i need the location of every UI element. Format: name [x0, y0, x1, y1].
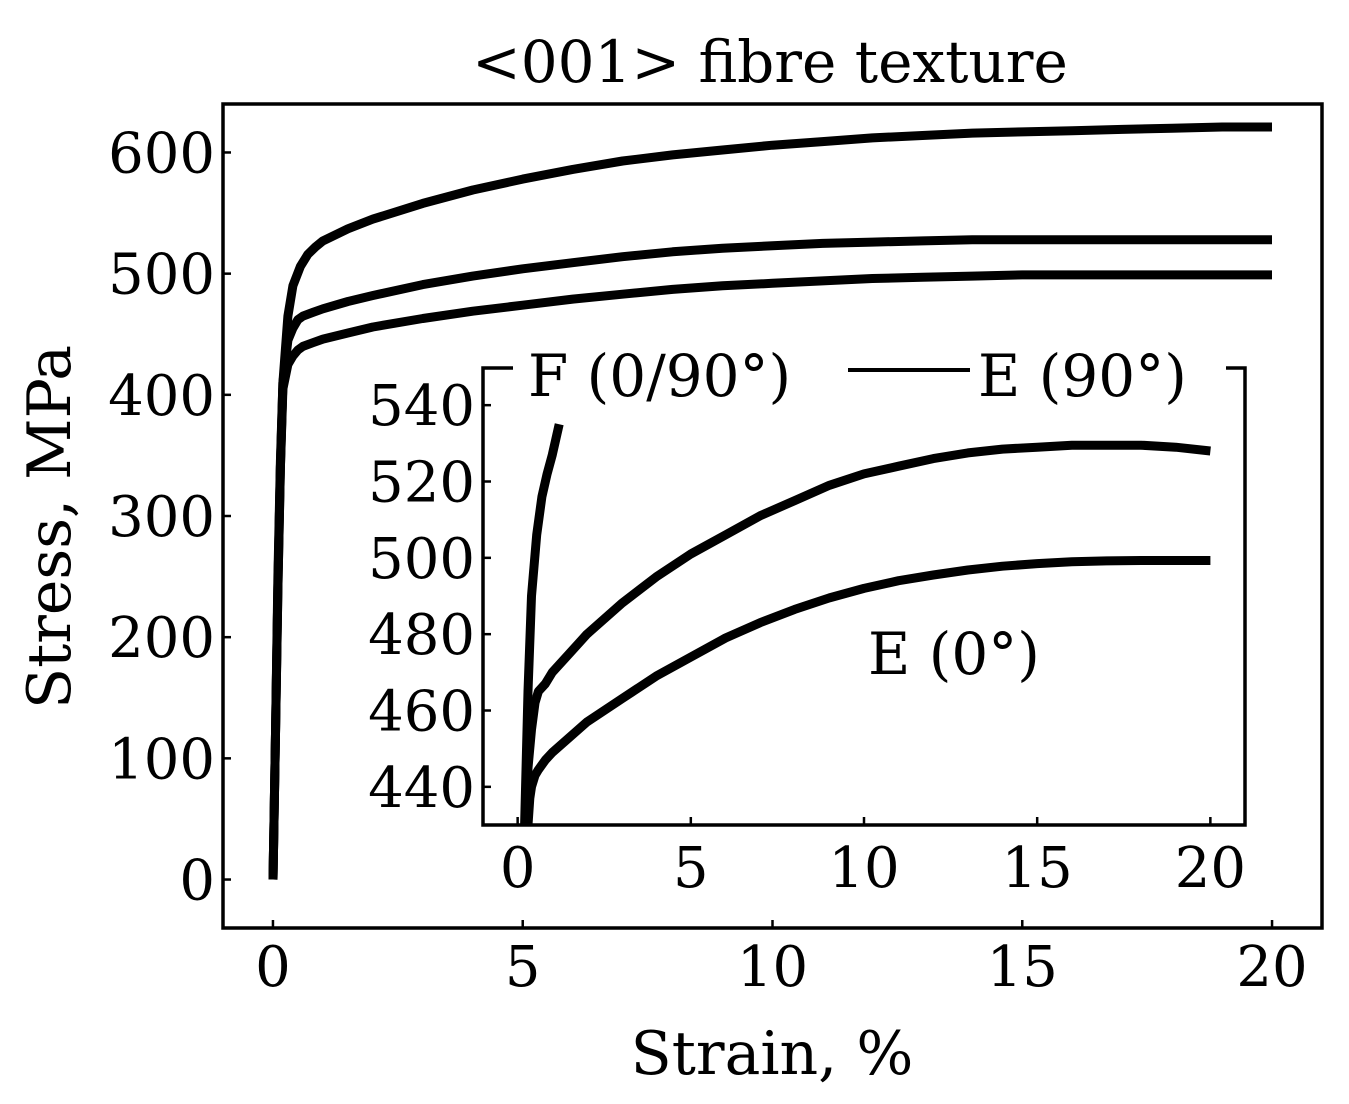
main-series-line-2: [268, 235, 1272, 880]
y-tick-label: 200: [108, 606, 215, 671]
x-axis-label: Strain, %: [631, 1019, 914, 1089]
inset-x-tick-label: 20: [1175, 836, 1246, 901]
inset-curves: [520, 423, 1211, 826]
inset-y-tick-label: 500: [368, 527, 475, 592]
inset-x-tick-label: 10: [828, 836, 899, 901]
chart-title: <001> fibre texture: [472, 28, 1068, 96]
legend-label-f: F (0/90°): [528, 342, 791, 410]
inset-y-tick-label: 520: [368, 451, 475, 516]
x-tick-label: 0: [255, 935, 291, 1000]
x-tick-label: 20: [1236, 935, 1307, 1000]
inset-y-tick-label: 540: [368, 374, 475, 439]
inset-background: [483, 367, 1245, 825]
inset-y-tick-label: 440: [368, 756, 475, 821]
inset-plot: 0 5 10 15 20 440 460 480 500 520 540 F (0/90°) E (…: [368, 342, 1247, 901]
inset-x-tick-label: 5: [673, 836, 709, 901]
y-tick-label: 400: [108, 364, 215, 429]
y-tick-label: 600: [108, 121, 215, 186]
annotation-e-0: E (0°): [868, 620, 1040, 688]
main-curves: [268, 122, 1272, 880]
inset-ticks: 0 5 10 15 20 440 460 480 500 520 540: [368, 374, 1246, 901]
y-tick-label: 100: [108, 727, 215, 792]
x-tick-label: 10: [737, 935, 808, 1000]
x-tick-label: 5: [505, 935, 541, 1000]
inset-x-tick-label: 15: [1002, 836, 1073, 901]
y-tick-label: 300: [108, 485, 215, 550]
inset-x-tick-label: 0: [500, 836, 536, 901]
main-series-line-3: [268, 270, 1272, 880]
y-axis-label: Stress, MPa: [15, 345, 85, 709]
y-tick-label: 0: [179, 849, 215, 914]
main-series-line-1: [268, 122, 1272, 880]
x-tick-label: 15: [987, 935, 1058, 1000]
y-tick-label: 500: [108, 243, 215, 308]
inset-y-tick-label: 460: [368, 680, 475, 745]
legend-label-e-90: E (90°): [978, 342, 1187, 410]
inset-y-tick-label: 480: [368, 603, 475, 668]
inset-series-line-2: [521, 440, 1211, 826]
inset-series-line-1: [520, 423, 564, 826]
inset-series-line-3: [523, 556, 1211, 826]
